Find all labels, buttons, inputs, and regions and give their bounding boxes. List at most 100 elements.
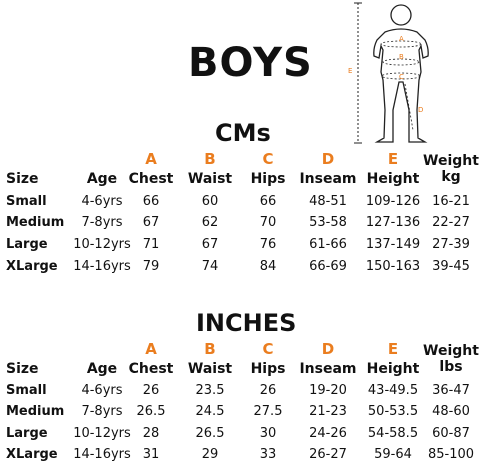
table-row: Small 4-6yrs 66 60 66 48-51 109-126 16-2… xyxy=(0,194,480,214)
table-row: XLarge 14-16yrs 79 74 84 66-69 150-163 3… xyxy=(0,259,480,279)
weight-cell: 48-60 xyxy=(432,404,470,419)
height-cell: 109-126 xyxy=(365,194,421,209)
age-cell: 14-16yrs xyxy=(73,447,131,462)
letter-d: D xyxy=(321,340,335,358)
weight-unit-header: kg xyxy=(441,169,461,185)
letter-e: E xyxy=(387,150,399,168)
height-cell: 50-53.5 xyxy=(367,404,419,419)
inches-section-title: INCHES xyxy=(196,309,297,337)
letter-c: C xyxy=(262,340,274,358)
height-cell: 59-64 xyxy=(374,447,412,462)
chest-header: Chest xyxy=(128,361,174,377)
hips-cell: 70 xyxy=(259,215,277,230)
hips-cell: 76 xyxy=(259,237,277,252)
size-cell: Large xyxy=(6,426,48,441)
chest-header: Chest xyxy=(128,171,174,187)
height-cell: 137-149 xyxy=(365,237,421,252)
age-header: Age xyxy=(86,171,118,187)
table-row: Small 4-6yrs 26 23.5 26 19-20 43-49.5 36… xyxy=(0,383,480,403)
weight-cell: 39-45 xyxy=(432,259,470,274)
table-row: Medium 7-8yrs 26.5 24.5 27.5 21-23 50-53… xyxy=(0,404,480,424)
chest-cell: 31 xyxy=(142,447,160,462)
waist-cell: 74 xyxy=(201,259,219,274)
inseam-cell: 66-69 xyxy=(309,259,347,274)
cm-section-title: CMs xyxy=(215,119,271,147)
figure-label-b: B xyxy=(399,53,404,61)
hips-cell: 84 xyxy=(259,259,277,274)
measurement-letter-row: A B C D E Weight xyxy=(0,340,480,360)
weight-header: Weight xyxy=(423,343,479,359)
inseam-cell: 24-26 xyxy=(309,426,347,441)
height-cell: 43-49.5 xyxy=(367,383,419,398)
size-header: Size xyxy=(6,171,39,187)
body-measurement-diagram: A B C D E xyxy=(348,2,429,144)
inseam-cell: 61-66 xyxy=(309,237,347,252)
hips-header: Hips xyxy=(250,361,286,377)
inseam-cell: 53-58 xyxy=(309,215,347,230)
age-cell: 14-16yrs xyxy=(73,259,131,274)
age-cell: 4-6yrs xyxy=(81,194,123,209)
hips-cell: 26 xyxy=(259,383,277,398)
page-title: BOYS xyxy=(188,40,313,86)
inseam-header: Inseam xyxy=(299,171,357,187)
figure-label-a: A xyxy=(399,35,404,43)
inseam-cell: 19-20 xyxy=(309,383,347,398)
size-cell: Medium xyxy=(6,404,65,419)
chest-cell: 66 xyxy=(142,194,160,209)
table-row: Medium 7-8yrs 67 62 70 53-58 127-136 22-… xyxy=(0,215,480,235)
weight-cell: 85-100 xyxy=(427,447,475,462)
size-cell: XLarge xyxy=(6,259,58,274)
age-cell: 7-8yrs xyxy=(81,215,123,230)
height-cell: 127-136 xyxy=(365,215,421,230)
header-row: Size Age Chest Waist Hips Inseam Height … xyxy=(0,169,480,191)
chest-cell: 79 xyxy=(142,259,160,274)
figure-label-e: E xyxy=(348,67,352,75)
height-header: Height xyxy=(366,361,420,377)
table-row: Large 10-12yrs 71 67 76 61-66 137-149 27… xyxy=(0,237,480,257)
chest-cell: 26 xyxy=(142,383,160,398)
inseam-cell: 26-27 xyxy=(309,447,347,462)
weight-cell: 60-87 xyxy=(432,426,470,441)
letter-e: E xyxy=(387,340,399,358)
waist-cell: 23.5 xyxy=(195,383,225,398)
letter-d: D xyxy=(321,150,335,168)
letter-a: A xyxy=(145,340,157,358)
size-cell: Large xyxy=(6,237,48,252)
measurement-letter-row: A B C D E Weight xyxy=(0,150,480,170)
inseam-cell: 21-23 xyxy=(309,404,347,419)
inseam-cell: 48-51 xyxy=(309,194,347,209)
chest-cell: 28 xyxy=(142,426,160,441)
size-cell: XLarge xyxy=(6,447,58,462)
waist-cell: 67 xyxy=(201,237,219,252)
table-row: XLarge 14-16yrs 31 29 33 26-27 59-64 85-… xyxy=(0,447,480,467)
waist-header: Waist xyxy=(187,171,233,187)
letter-a: A xyxy=(145,150,157,168)
chest-cell: 26.5 xyxy=(136,404,166,419)
size-cell: Small xyxy=(6,194,47,209)
hips-cell: 30 xyxy=(259,426,277,441)
letter-b: B xyxy=(204,340,216,358)
table-row: Large 10-12yrs 28 26.5 30 24-26 54-58.5 … xyxy=(0,426,480,446)
waist-cell: 62 xyxy=(201,215,219,230)
waist-cell: 26.5 xyxy=(195,426,225,441)
height-cell: 150-163 xyxy=(365,259,421,274)
size-cell: Small xyxy=(6,383,47,398)
size-header: Size xyxy=(6,361,39,377)
weight-cell: 27-39 xyxy=(432,237,470,252)
height-header: Height xyxy=(366,171,420,187)
figure-label-c: C xyxy=(399,73,404,81)
weight-cell: 16-21 xyxy=(432,194,470,209)
inseam-header: Inseam xyxy=(299,361,357,377)
age-cell: 10-12yrs xyxy=(73,426,131,441)
figure-label-d: D xyxy=(418,106,423,114)
weight-cell: 22-27 xyxy=(432,215,470,230)
height-cell: 54-58.5 xyxy=(367,426,419,441)
hips-cell: 66 xyxy=(259,194,277,209)
chest-cell: 71 xyxy=(142,237,160,252)
letter-b: B xyxy=(204,150,216,168)
age-cell: 10-12yrs xyxy=(73,237,131,252)
waist-cell: 29 xyxy=(201,447,219,462)
letter-c: C xyxy=(262,150,274,168)
weight-header: Weight xyxy=(423,153,479,169)
waist-header: Waist xyxy=(187,361,233,377)
